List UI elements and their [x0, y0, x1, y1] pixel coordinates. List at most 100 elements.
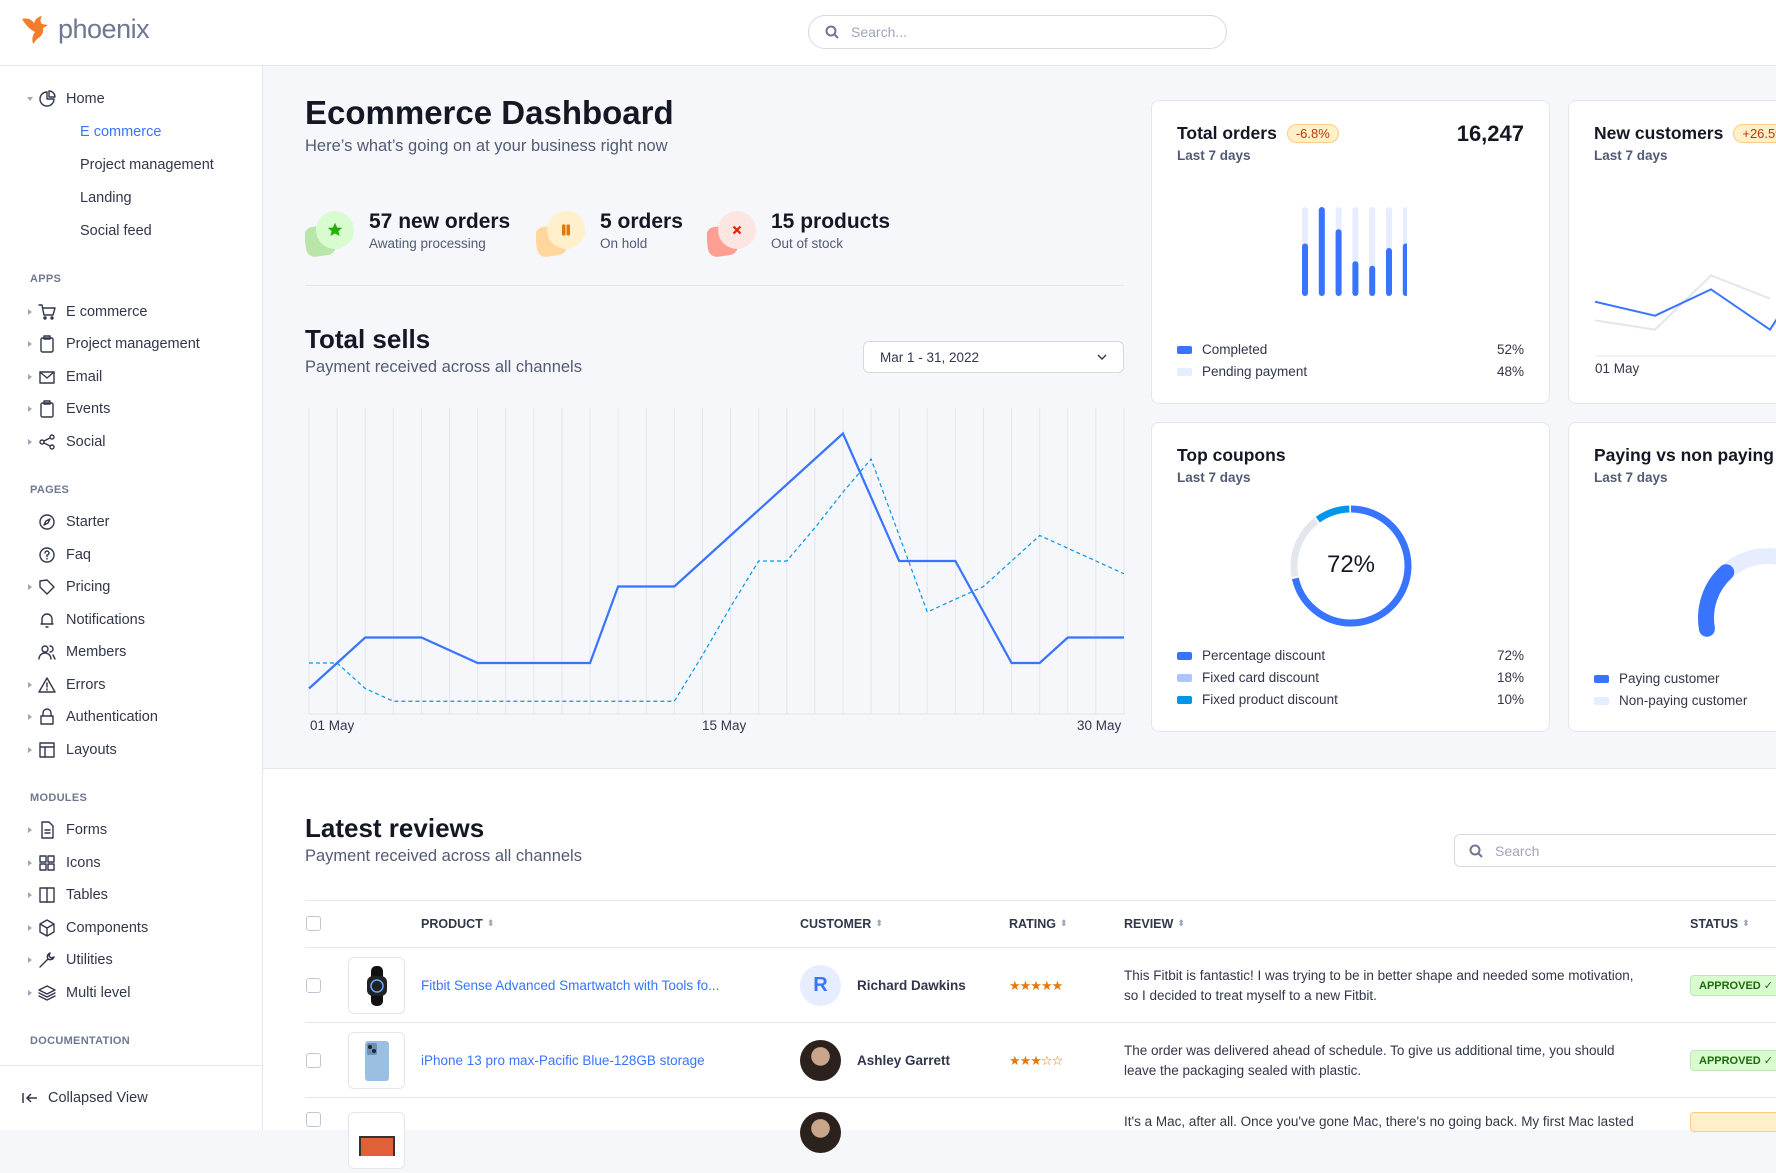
customer-cell[interactable] [800, 1098, 857, 1173]
macbook-image[interactable] [348, 1112, 405, 1169]
sidebar-item-label: E commerce [66, 303, 148, 320]
pause-icon [562, 224, 570, 236]
sidebar-item-layouts[interactable]: Layouts [0, 734, 262, 767]
card-title: Total orders [1177, 123, 1277, 143]
sidebar-item-faq[interactable]: Faq [0, 539, 262, 572]
column-header-review[interactable]: REVIEW ⬍ [1124, 900, 1185, 947]
sidebar-item-forms[interactable]: Forms [0, 814, 262, 847]
column-header-customer[interactable]: CUSTOMER ⬍ [800, 900, 883, 947]
donut-center-label: 72% [1326, 551, 1376, 578]
product-link[interactable]: Fitbit Sense Advanced Smartwatch with To… [421, 978, 720, 993]
product-link[interactable]: iPhone 13 pro max-Pacific Blue-128GB sto… [421, 1053, 705, 1068]
stat-item: 15 products Out of stock [707, 210, 890, 260]
select-all-checkbox-cell [306, 900, 321, 947]
sidebar-nav: Home E commerce Project management Landing S… [0, 66, 262, 1057]
sidebar-item-label: Icons [66, 854, 101, 871]
package-icon [39, 919, 55, 937]
data-point [954, 560, 956, 562]
star-rating: ★★★☆☆ [1009, 1052, 1063, 1068]
column-header-status[interactable]: STATUS ⬍ [1690, 900, 1750, 947]
sidebar-item-errors[interactable]: Errors [0, 669, 262, 702]
sidebar-subitem-social-feed[interactable]: Social feed [80, 223, 152, 239]
data-point [730, 606, 732, 608]
stat-title: 15 products [771, 210, 891, 233]
select-all-checkbox[interactable] [306, 916, 321, 931]
column-header-rating[interactable]: RATING ⬍ [1009, 900, 1068, 947]
customer-cell[interactable]: Ashley Garrett [800, 1023, 950, 1098]
card-title: Paying vs non paying [1594, 445, 1774, 465]
sidebar-item-project-management[interactable]: Project management [0, 328, 262, 361]
sort-icon: ⬍ [1060, 918, 1068, 928]
data-point [1011, 662, 1013, 664]
data-point [1039, 662, 1041, 664]
sidebar-item-notifications[interactable]: Notifications [0, 604, 262, 637]
global-search-input[interactable]: Search... [808, 15, 1227, 49]
rating-cell: ★★★★★ [1009, 948, 1063, 1023]
legend-label: Percentage discount [1202, 648, 1326, 663]
sidebar-item-e-commerce[interactable]: E commerce [0, 296, 262, 329]
legend-value: 72% [1496, 648, 1524, 663]
iphone-image[interactable] [348, 1032, 405, 1089]
stat-title: 57 new orders [369, 210, 511, 233]
sidebar-item-multi-level[interactable]: Multi level [0, 977, 262, 1010]
data-point [673, 700, 675, 702]
sidebar-item-social[interactable]: Social [0, 426, 262, 459]
data-point [364, 637, 366, 639]
donut-slice [1290, 505, 1412, 627]
row-checkbox[interactable] [306, 1112, 321, 1127]
sidebar-subitem-e-commerce[interactable]: E commerce [80, 124, 162, 140]
reviews-search-input[interactable]: Search [1454, 834, 1776, 867]
date-range-select[interactable]: Mar 1 - 31, 2022 [863, 341, 1124, 373]
legend-value: 52% [1496, 342, 1524, 357]
data-point [982, 586, 984, 588]
sidebar-item-tables[interactable]: Tables [0, 879, 262, 912]
data-point [842, 433, 844, 435]
sidebar-item-pricing[interactable]: Pricing [0, 571, 262, 604]
data-point [814, 527, 816, 529]
reviews-subtitle: Payment received across all channels [305, 847, 582, 865]
logo[interactable]: phoenix [20, 14, 150, 45]
sidebar-item-label: Starter [66, 514, 110, 531]
sidebar-item-components[interactable]: Components [0, 912, 262, 945]
row-checkbox[interactable] [306, 1053, 321, 1068]
column-header-product[interactable]: PRODUCT ⬍ [421, 900, 494, 947]
smartwatch-image[interactable] [348, 957, 405, 1014]
data-point [1011, 560, 1013, 562]
review-cell: The order was delivered ahead of schedul… [1124, 1023, 1649, 1098]
sidebar-item-utilities[interactable]: Utilities [0, 944, 262, 977]
legend-swatch [1177, 695, 1192, 704]
gauge-non-paying [1720, 548, 1776, 579]
collapsed-view-button[interactable]: Collapsed View [0, 1065, 262, 1130]
sidebar-item-label: Utilities [66, 952, 113, 969]
total-sells-chart [308, 408, 1125, 715]
data-point [589, 662, 591, 664]
sidebar-item-authentication[interactable]: Authentication [0, 701, 262, 734]
layers-icon [38, 985, 56, 1001]
layout-icon [39, 742, 55, 758]
sidebar-item-events[interactable]: Events [0, 393, 262, 426]
customer-cell[interactable]: R Richard Dawkins [800, 948, 966, 1023]
top-coupons-donut [1290, 505, 1412, 627]
data-point [786, 484, 788, 486]
data-point [898, 560, 900, 562]
sidebar-item-home[interactable]: Home [0, 83, 262, 116]
row-checkbox[interactable] [306, 978, 321, 993]
sidebar-subitem-project-management[interactable]: Project management [80, 157, 214, 173]
status-label: APPROVED [1699, 1055, 1761, 1067]
sidebar-subitem-landing[interactable]: Landing [80, 190, 132, 206]
column-label: REVIEW [1124, 916, 1174, 931]
stat-icon-badge [707, 211, 756, 257]
data-point [533, 700, 535, 702]
review-cell: It's a Mac, after all. Once you've gone … [1124, 1098, 1649, 1173]
stat-text: 15 products Out of stock [771, 210, 890, 251]
donut-slice [1290, 505, 1412, 627]
sidebar-item-members[interactable]: Members [0, 636, 262, 669]
sidebar-item-label: Authentication [66, 709, 158, 726]
sidebar-item-starter[interactable]: Starter [0, 506, 262, 539]
sidebar-item-email[interactable]: Email [0, 361, 262, 394]
sort-icon: ⬍ [486, 918, 495, 928]
legend-completed: Completed 52% [1177, 342, 1524, 357]
bar-completed [1386, 247, 1392, 296]
caret-right-icon [28, 406, 32, 413]
sidebar-item-icons[interactable]: Icons [0, 847, 262, 880]
